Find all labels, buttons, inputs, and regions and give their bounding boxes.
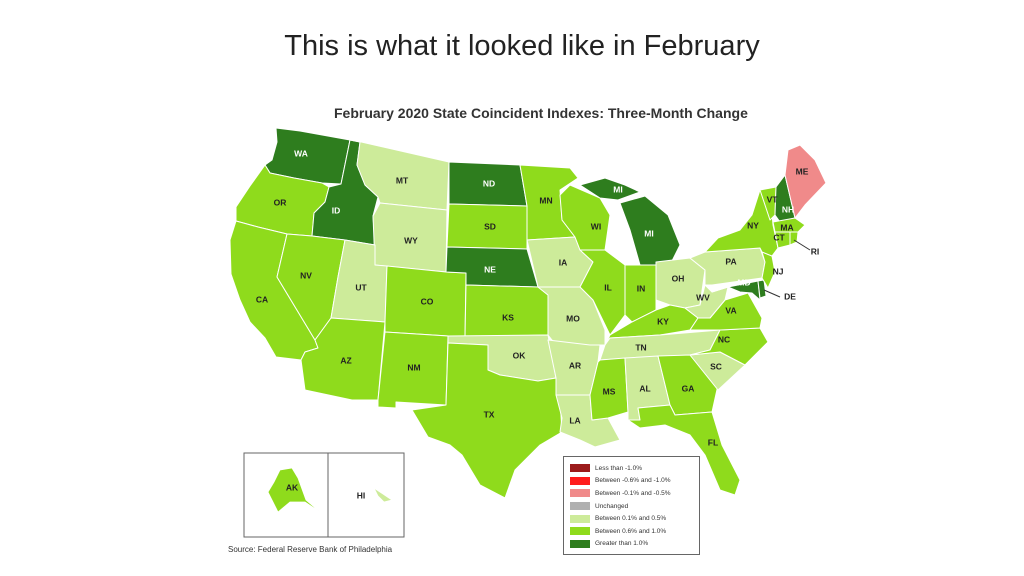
state-label-ND: ND [483,178,495,188]
state-label-GA: GA [682,383,695,393]
state-label-IA: IA [559,257,568,267]
state-label-ID: ID [332,205,341,215]
legend-swatch [570,527,590,536]
state-MI [619,195,681,266]
state-label-FL: FL [708,437,718,447]
state-label-WV: WV [696,292,710,302]
state-label-OH: OH [672,273,685,283]
ri-leader-line [793,239,811,251]
state-label-DE: DE [784,291,796,301]
state-label-MS: MS [603,386,616,396]
state-KS [464,284,549,338]
state-MI-UP [579,177,641,201]
state-label-KS: KS [502,312,514,322]
state-MT [349,139,450,211]
state-label-RI: RI [811,246,820,256]
legend-swatch [570,514,590,523]
state-label-WY: WY [404,235,418,245]
state-label-MO: MO [566,313,580,323]
state-label-LA: LA [569,415,580,425]
state-label-NE: NE [484,264,496,274]
state-label-CO: CO [421,296,434,306]
state-AK [267,467,321,513]
state-label-MI: MI [644,228,653,238]
state-label-PA: PA [725,256,736,266]
map-title: February 2020 State Coincident Indexes: … [334,105,748,121]
state-label-NY: NY [747,220,759,230]
legend-item: Between -0.6% and -1.0% [570,475,695,488]
state-label-MN: MN [539,195,552,205]
state-label-CT: CT [773,232,785,242]
state-label-AL: AL [639,383,650,393]
legend-label: Less than -1.0% [595,464,642,472]
legend-item: Unchanged [570,500,695,513]
state-label-NC: NC [718,334,730,344]
state-TX [411,342,563,499]
legend-label: Between 0.6% and 1.0% [595,527,667,535]
legend-label: Greater than 1.0% [595,540,649,548]
legend-swatch [570,464,590,473]
de-leader-line [763,289,781,298]
state-AZ [300,317,386,401]
state-label-AZ: AZ [340,355,351,365]
legend-item: Between 0.6% and 1.0% [570,525,695,538]
state-label-TN: TN [635,342,646,352]
state-label-VA: VA [725,305,736,315]
legend-label: Unchanged [595,502,629,510]
legend-label: Between 0.1% and 0.5% [595,515,667,523]
state-MA [772,217,806,233]
hawaii-inset-frame [327,452,405,538]
state-label-SC: SC [710,361,722,371]
state-label-OR: OR [274,197,287,207]
state-label-CA: CA [256,294,268,304]
state-label-KY: KY [657,316,669,326]
state-MD [711,280,761,301]
legend-item: Between 0.1% and 0.5% [570,512,695,525]
state-label-ME: ME [796,166,809,176]
legend-item: Greater than 1.0% [570,538,695,551]
state-label-UT: UT [355,282,367,292]
state-RI [789,231,799,246]
slide-title: This is what it looked like in February [284,30,760,62]
state-label-MT: MT [396,175,409,185]
map-legend: Less than -1.0% Between -0.6% and -1.0% Be… [563,456,700,555]
legend-item: Less than -1.0% [570,462,695,475]
legend-swatch [570,502,590,511]
legend-swatch [570,476,590,485]
legend-item: Between -0.1% and -0.5% [570,487,695,500]
state-label-MA: MA [780,222,793,232]
state-label-SD: SD [484,221,496,231]
state-label-NM: NM [407,362,420,372]
state-label-HI: HI [357,490,366,500]
state-label-NJ: NJ [773,266,784,276]
state-label-MD: MD [737,277,750,287]
state-ME [784,144,827,219]
state-label-WI: WI [591,221,601,231]
legend-swatch [570,539,590,548]
state-HI [372,486,393,503]
state-label-NH: NH [782,204,794,214]
legend-label: Between -0.1% and -0.5% [595,489,671,497]
legend-label: Between -0.6% and -1.0% [595,477,671,485]
legend-swatch [570,489,590,498]
state-label-AK: AK [286,482,299,492]
state-label-MI-UP: MI [613,184,622,194]
state-label-IN: IN [637,283,646,293]
state-label-NV: NV [300,270,312,280]
state-label-VT: VT [767,194,779,204]
state-DE [757,279,767,299]
state-label-AR: AR [569,360,581,370]
state-label-OK: OK [513,350,527,360]
state-label-WA: WA [294,148,308,158]
state-label-IL: IL [604,282,612,292]
state-label-TX: TX [484,409,495,419]
state-NC [689,327,769,366]
map-source: Source: Federal Reserve Bank of Philadel… [228,545,393,554]
state-FL [627,404,741,496]
